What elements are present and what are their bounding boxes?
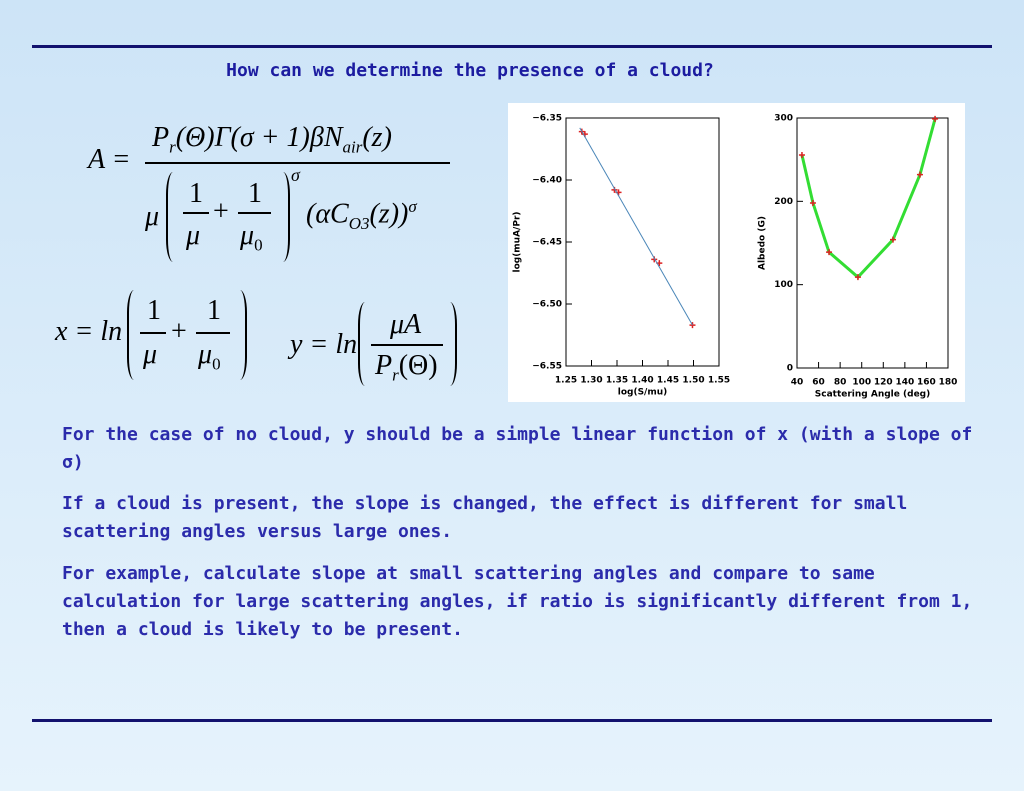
x-tick-label: 40: [791, 378, 804, 388]
x-axis-label: Scattering Angle (deg): [815, 390, 930, 400]
y-tick-label: −6.55: [532, 362, 562, 372]
marker: [932, 115, 939, 122]
x-tick-label: 120: [874, 378, 893, 388]
y-tick-label: −6.45: [532, 238, 562, 248]
y-tick-label: −6.35: [532, 114, 562, 124]
y-tick-label: 200: [774, 197, 793, 207]
eq-text: μ: [198, 339, 213, 370]
y-tick-label: −6.40: [532, 176, 562, 186]
eq-text: μ: [186, 220, 201, 251]
eq-sub: r: [392, 365, 399, 385]
eq-term: (αCO3(z))σ: [306, 198, 417, 232]
eq-text: x = ln: [55, 316, 123, 347]
marker: [854, 274, 861, 281]
chart-background: [508, 103, 965, 402]
x-axis-label: log(S/mu): [618, 388, 668, 398]
eq-text: μA: [390, 309, 422, 340]
fraction-bar: [238, 212, 271, 214]
top-rule: [32, 45, 992, 48]
eq-text: 1: [189, 178, 203, 209]
x-tick-label: 1.50: [682, 376, 704, 386]
x-tick-label: 1.25: [555, 376, 577, 386]
marker: [826, 249, 833, 256]
x-tick-label: 100: [852, 378, 871, 388]
eq-text: (z)): [369, 198, 409, 230]
plot-frame: [796, 117, 949, 369]
eq-text: 1: [248, 178, 262, 209]
x-tick-label: 140: [895, 378, 914, 388]
fraction-bar: [371, 344, 443, 346]
paren: [127, 290, 141, 380]
series-line: [800, 118, 937, 280]
fraction-bar: [183, 212, 209, 214]
plot-frame: [565, 117, 720, 367]
paren: [358, 302, 372, 386]
eq-text: +: [171, 316, 187, 347]
eq-text: (Θ)Γ(σ + 1)βN: [175, 122, 343, 153]
fraction-bar: [140, 332, 166, 334]
eq-sub: air: [342, 137, 363, 157]
x-tick-label: 1.45: [657, 376, 679, 386]
fraction-bar: [196, 332, 230, 334]
paragraph: For the case of no cloud, y should be a …: [62, 424, 973, 473]
slide-title: How can we determine the presence of a c…: [226, 60, 714, 81]
paren: [166, 172, 180, 262]
eq-sub: r: [169, 137, 176, 157]
paren: [443, 302, 457, 386]
eq-numerator: Pr(Θ)Γ(σ + 1)βNair(z): [152, 124, 392, 156]
eq-sub: 0: [254, 235, 263, 255]
paren: [276, 172, 290, 262]
eq-text: (αC: [306, 198, 349, 230]
y-axis-label: Albedo (G): [758, 216, 768, 270]
marker: [889, 236, 896, 243]
y-tick-label: 300: [774, 114, 793, 124]
eq-den: Pr(Θ): [375, 352, 438, 384]
x-tick-label: 1.30: [580, 376, 602, 386]
eq-text: +: [213, 196, 229, 227]
marker: [809, 200, 816, 206]
eq-text: μ: [145, 201, 160, 232]
eq-sup: σ: [408, 197, 417, 216]
paragraph: For example, calculate slope at small sc…: [62, 563, 973, 640]
eq-sub: O3: [348, 213, 370, 233]
eq-sub: 0: [212, 354, 221, 374]
y-tick-label: −6.50: [532, 300, 562, 310]
eq-text: (z): [362, 122, 392, 153]
eq-text: σ: [291, 165, 300, 185]
eq-text: μ: [240, 220, 255, 251]
x-tick-label: 160: [917, 378, 936, 388]
marker: [798, 152, 805, 158]
eq-text: P: [375, 350, 393, 381]
x-tick-label: 60: [812, 378, 825, 388]
eq-text: y = ln: [290, 329, 358, 360]
eq-text: P: [152, 122, 170, 153]
y-tick-label: 0: [787, 364, 793, 374]
bottom-rule: [32, 719, 992, 722]
paragraph: If a cloud is present, the slope is chan…: [62, 493, 908, 542]
x-tick-label: 180: [939, 378, 958, 388]
x-tick-label: 1.55: [708, 376, 730, 386]
x-tick-label: 1.40: [631, 376, 653, 386]
series-line: [579, 127, 693, 326]
eq-text: μ: [143, 339, 158, 370]
eq-text: 1: [207, 295, 221, 326]
fraction-bar: [145, 162, 450, 164]
y-tick-label: 100: [774, 280, 793, 290]
eq-text: (Θ): [398, 350, 438, 381]
x-tick-label: 1.35: [606, 376, 628, 386]
eq-text: 1: [147, 295, 161, 326]
eq-lhs: A =: [88, 146, 131, 174]
eq-text: A =: [88, 144, 131, 175]
eq-den: μ0: [198, 341, 221, 373]
y-axis-label: log(muA/Pr): [513, 211, 523, 272]
marker: [916, 171, 923, 178]
eq-den: μ0: [240, 222, 263, 254]
paren: [233, 290, 247, 380]
x-tick-label: 80: [834, 378, 847, 388]
